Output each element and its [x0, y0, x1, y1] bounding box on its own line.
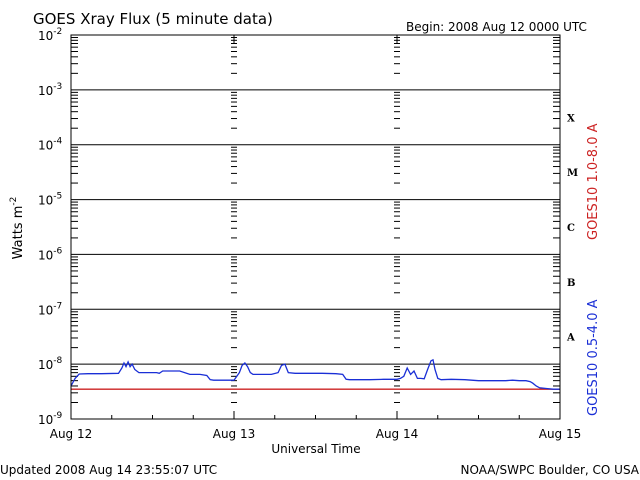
y-tick-label: 10-5: [38, 192, 62, 208]
y-tick-label: 10-2: [38, 27, 62, 43]
x-tick-label: Aug 13: [213, 427, 256, 441]
legend-long-channel: GOES10 1.0-8.0 A: [586, 123, 601, 240]
x-tick-label: Aug 15: [539, 427, 582, 441]
credit-text: NOAA/SWPC Boulder, CO USA: [461, 463, 640, 477]
updated-timestamp: Updated 2008 Aug 14 23:55:07 UTC: [0, 463, 217, 477]
y-tick-label: 10-9: [38, 411, 63, 427]
y-tick-label: 10-8: [38, 356, 63, 372]
x-axis-label: Universal Time: [271, 442, 360, 456]
flare-class-labels: X M C B A: [566, 113, 578, 343]
flare-class-label: C: [567, 223, 575, 234]
flare-class-label: A: [566, 333, 575, 344]
y-axis-label: Watts m-2: [9, 197, 26, 260]
x-tick-labels: Aug 12 Aug 13 Aug 14 Aug 15: [50, 427, 582, 441]
flare-class-label: B: [567, 278, 575, 289]
x-tick-label: Aug 14: [376, 427, 419, 441]
legend-short-channel: GOES10 0.5-4.0 A: [586, 299, 601, 416]
x-tick-label: Aug 12: [50, 427, 93, 441]
flare-class-label: X: [567, 113, 575, 124]
plot-frame: [70, 34, 561, 420]
chart-title: GOES Xray Flux (5 minute data): [33, 10, 273, 28]
y-tick-label: 10-3: [38, 82, 62, 98]
series-line: [70, 358, 560, 390]
y-tick-label: 10-6: [38, 246, 63, 262]
grid: [70, 35, 561, 419]
begin-time: Begin: 2008 Aug 12 0000 UTC: [406, 20, 587, 34]
y-tick-label: 10-7: [38, 301, 62, 317]
y-tick-label: 10-4: [38, 137, 63, 153]
y-tick-labels: 10-2 10-3 10-4 10-5 10-6 10-7 10-8 10-9: [38, 27, 63, 427]
series-lines: [70, 358, 560, 390]
flare-class-label: M: [567, 168, 578, 179]
